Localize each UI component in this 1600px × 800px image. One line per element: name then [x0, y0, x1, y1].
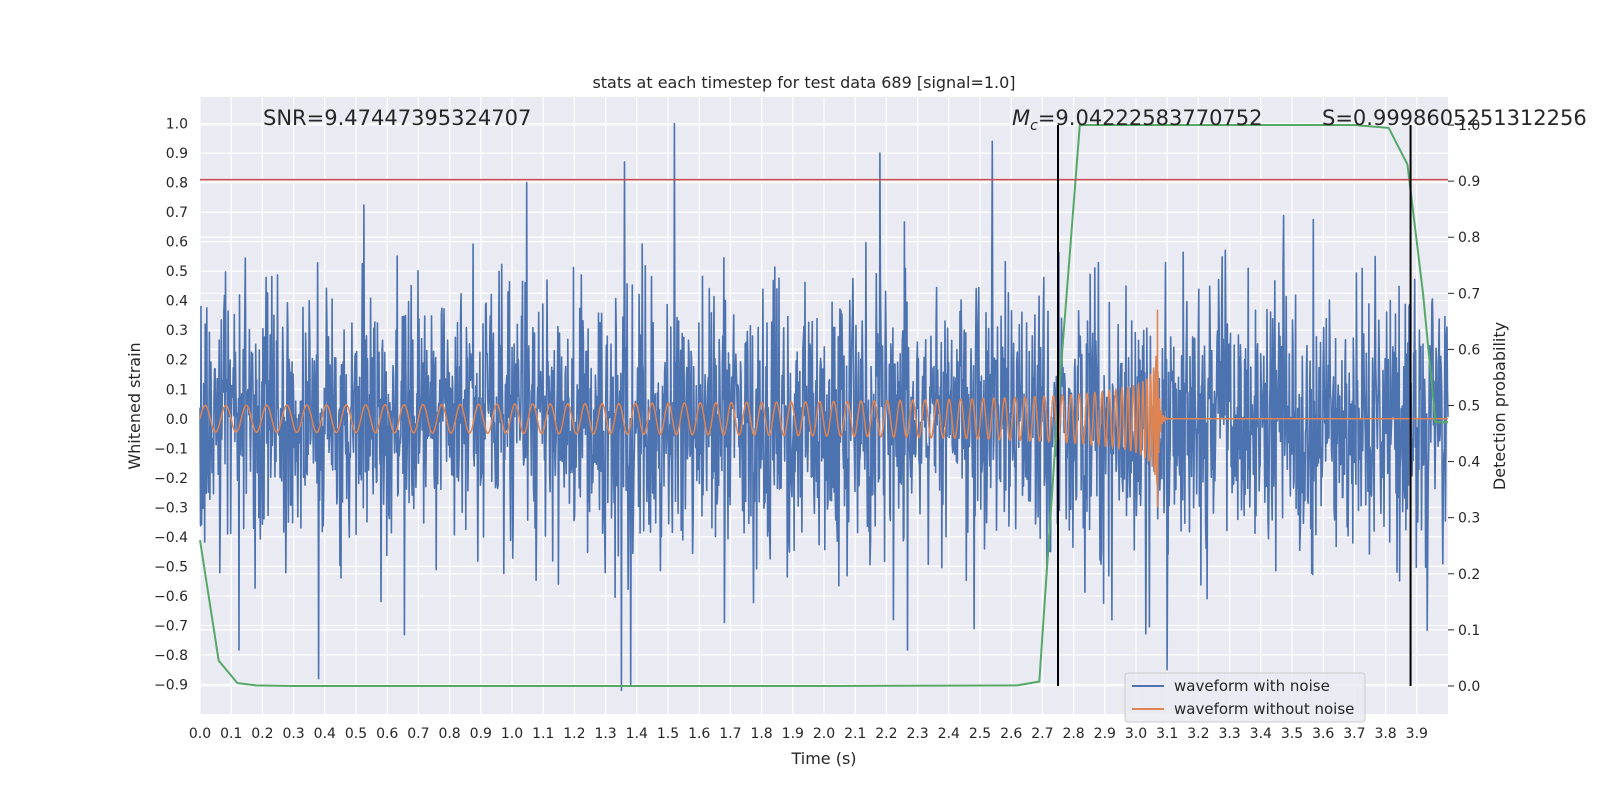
legend-label-clean: waveform without noise	[1174, 700, 1354, 718]
x-tick-label: 2.3	[906, 726, 928, 742]
y2-tick-label: 0.1	[1458, 623, 1480, 639]
y-tick-label: 0.6	[166, 235, 188, 251]
x-tick-label: 1.8	[750, 726, 772, 742]
y-tick-label: 0.7	[166, 205, 188, 221]
x-tick-label: 0.5	[345, 726, 367, 742]
chirp-mass-annotation: Mc=9.04222583770752	[1012, 106, 1263, 134]
noisy-waveform-series	[199, 122, 1449, 692]
x-tick-label: 3.5	[1281, 726, 1303, 742]
y-tick-label: −0.1	[154, 441, 188, 457]
y-tick-label: 0.2	[166, 353, 188, 369]
x-tick-label: 0.8	[438, 726, 460, 742]
x-tick-label: 3.8	[1374, 726, 1396, 742]
y2-axis-label: Detection probability	[1490, 322, 1509, 490]
legend-label-noisy: waveform with noise	[1174, 677, 1330, 695]
score-annotation: S=0.9998605251312256	[1322, 106, 1587, 130]
x-tick-label: 0.0	[189, 726, 211, 742]
x-tick-label: 2.1	[844, 726, 866, 742]
vertical-markers	[1057, 125, 1412, 686]
x-tick-label: 2.0	[813, 726, 835, 742]
y2-tick-label: 1.0	[1458, 118, 1480, 134]
x-tick-label: 0.9	[470, 726, 492, 742]
x-tick-label: 3.9	[1406, 726, 1428, 742]
x-tick-label: 2.9	[1094, 726, 1116, 742]
x-tick-label: 3.6	[1312, 726, 1334, 742]
x-tick-label: 0.7	[407, 726, 429, 742]
y-tick-label: 0.8	[166, 176, 188, 192]
clean-waveform-line	[199, 309, 1448, 508]
x-tick-label: 1.5	[657, 726, 679, 742]
x-tick-label: 1.3	[594, 726, 616, 742]
y-tick-label: 0.1	[166, 382, 188, 398]
y2-tick-label: 0.2	[1458, 567, 1480, 583]
y-tick-label: 1.0	[166, 117, 188, 133]
x-tick-labels: 0.0 0.1 0.2 0.3 0.4 0.5 0.6 0.7 0.8 0.9 1.0 1.1 1.2 1…	[189, 726, 1428, 742]
y2-tick-label: 0.4	[1458, 455, 1480, 471]
y-tick-label: 0.3	[166, 323, 188, 339]
y2-tick-label: 0.9	[1458, 174, 1480, 190]
y-tick-label: −0.2	[154, 471, 188, 487]
y2-tick-label: 0.0	[1458, 679, 1480, 695]
y-tick-label: −0.8	[154, 648, 188, 664]
detection-probability-series	[199, 124, 1448, 687]
y-tick-label: −0.4	[154, 530, 188, 546]
y-tick-label: −0.9	[154, 677, 188, 693]
y-tick-label: 0.4	[166, 294, 188, 310]
x-tick-label: 3.2	[1187, 726, 1209, 742]
x-tick-label: 0.4	[314, 726, 336, 742]
x-tick-label: 3.4	[1250, 726, 1272, 742]
x-tick-label: 3.1	[1156, 726, 1178, 742]
y-tick-label: −0.5	[154, 559, 188, 575]
y-tick-label: −0.7	[154, 618, 188, 634]
x-tick-label: 0.3	[282, 726, 304, 742]
chirp-mass-symbol: M	[1012, 106, 1030, 130]
x-tick-label: 0.1	[220, 726, 242, 742]
x-tick-label: 1.9	[782, 726, 804, 742]
legend-box	[1124, 672, 1366, 723]
x-tick-label: 3.0	[1125, 726, 1147, 742]
y2-tick-label: 0.7	[1458, 286, 1480, 302]
legend: waveform with noise waveform without noi…	[1124, 672, 1366, 723]
x-tick-label: 1.7	[719, 726, 741, 742]
x-tick-label: 3.7	[1343, 726, 1365, 742]
y2-tick-label: 0.5	[1458, 399, 1480, 415]
y-tick-label: −0.3	[154, 500, 188, 516]
noisy-waveform-line	[199, 122, 1449, 692]
x-tick-label: 1.2	[563, 726, 585, 742]
y-tick-label: −0.6	[154, 589, 188, 605]
y-tick-label: 0.0	[166, 412, 188, 428]
clean-waveform-series	[199, 309, 1448, 508]
x-tick-label: 2.6	[1000, 726, 1022, 742]
y2-tick-label: 0.8	[1458, 230, 1480, 246]
x-tick-label: 2.5	[969, 726, 991, 742]
chart-title: stats at each timestep for test data 689…	[592, 73, 1015, 92]
x-tick-label: 2.7	[1031, 726, 1053, 742]
x-tick-label: 3.3	[1218, 726, 1240, 742]
y2-tick-label: 0.3	[1458, 511, 1480, 527]
y2-tick-labels: 1.0 0.9 0.8 0.7 0.6 0.5 0.4 0.3 0.2 0.1 0.0	[1458, 118, 1480, 695]
y-axis-label: Whitened strain	[125, 342, 144, 469]
x-tick-label: 0.2	[251, 726, 273, 742]
x-tick-label: 2.4	[938, 726, 960, 742]
detection-probability-line	[199, 124, 1448, 687]
x-tick-label: 1.4	[626, 726, 648, 742]
y-tick-label: 0.5	[166, 264, 188, 280]
x-tick-label: 2.2	[875, 726, 897, 742]
x-tick-label: 2.8	[1062, 726, 1084, 742]
x-axis-label: Time (s)	[790, 749, 856, 768]
y-tick-labels: 1.0 0.9 0.8 0.7 0.6 0.5 0.4 0.3 0.2 0.1 0.0 −0.1 −0.…	[154, 117, 188, 694]
x-tick-label: 0.6	[376, 726, 398, 742]
chirp-mass-subscript: c	[1030, 118, 1038, 134]
x-tick-label: 1.6	[688, 726, 710, 742]
snr-annotation: SNR=9.47447395324707	[263, 106, 531, 130]
chirp-mass-value: =9.04222583770752	[1038, 106, 1263, 130]
y2-tick-label: 0.6	[1458, 342, 1480, 358]
y-tick-label: 0.9	[166, 146, 188, 162]
x-tick-label: 1.1	[532, 726, 554, 742]
x-tick-label: 1.0	[501, 726, 523, 742]
